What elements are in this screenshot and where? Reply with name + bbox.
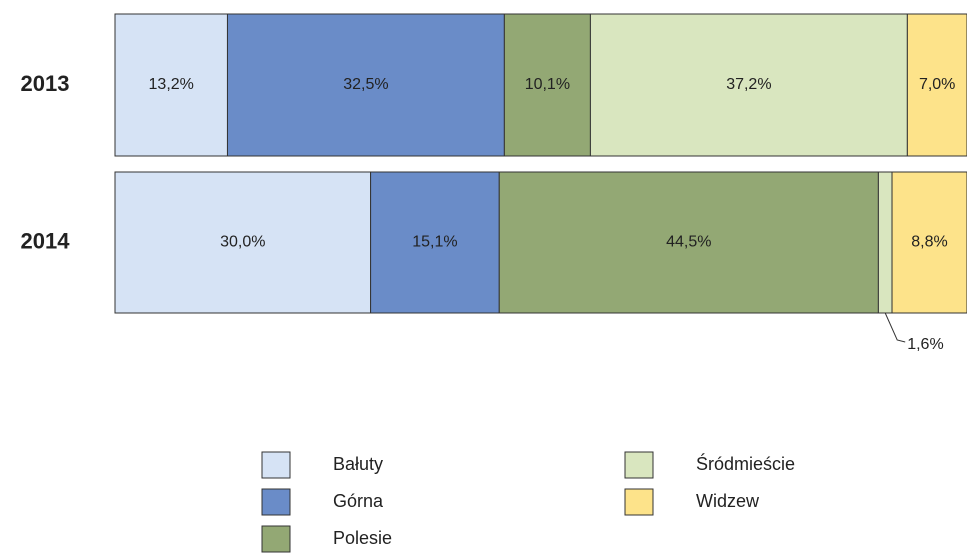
value-label: 30,0% [220,234,265,251]
bar-segment [226,13,505,157]
value-label: 32,5% [343,76,388,93]
bar-segment [114,171,372,314]
value-label: 8,8% [911,234,947,251]
legend-label: Śródmieście [696,453,795,474]
value-label: 37,2% [726,76,771,93]
bar-segment [589,13,908,157]
category-label: 2014 [21,228,71,253]
legend-swatch [261,488,291,516]
legend-label: Górna [333,491,384,511]
bar-segment [906,13,967,157]
legend-swatch [624,451,654,479]
bar-segment [503,13,591,157]
bar-segment [114,13,228,157]
category-label: 2013 [21,71,70,96]
legend-label: Widzew [696,491,760,511]
value-label: 1,6% [907,336,943,353]
legend-label: Polesie [333,528,392,548]
legend-swatch [261,525,291,553]
bar-segment [877,171,893,314]
legend-swatch [624,488,654,516]
legend-label: Bałuty [333,454,383,474]
value-label: 44,5% [666,234,711,251]
value-label: 10,1% [525,76,570,93]
bar-segment [370,171,500,314]
value-label: 13,2% [149,76,194,93]
bar-segment [498,171,879,314]
value-label: 15,1% [412,234,457,251]
bar-segment [891,171,967,314]
leader-line [884,312,906,343]
value-label: 7,0% [919,76,955,93]
legend-swatch [261,451,291,479]
